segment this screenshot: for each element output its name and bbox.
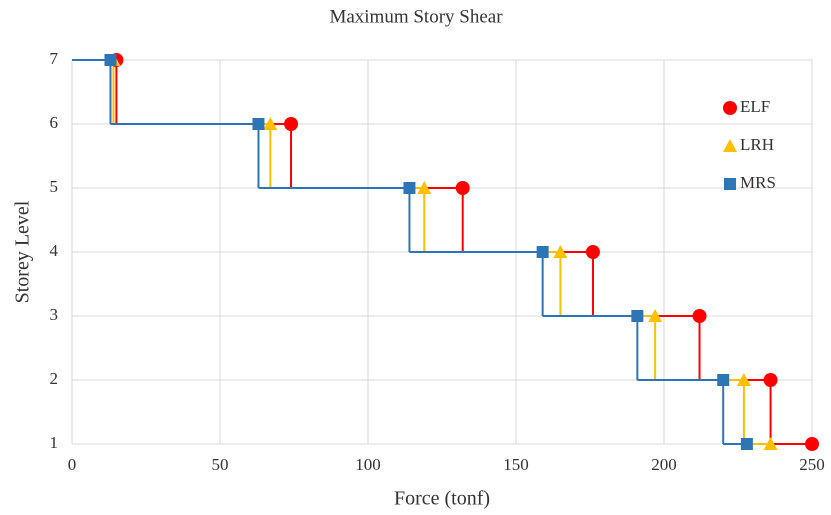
marker	[723, 139, 737, 152]
y-tick-label: 4	[50, 241, 59, 260]
marker	[104, 54, 117, 66]
y-tick-label: 2	[50, 369, 59, 388]
marker	[723, 101, 737, 115]
x-tick-label: 50	[212, 455, 229, 474]
marker	[763, 373, 778, 387]
marker	[805, 437, 819, 451]
marker	[692, 309, 707, 323]
y-axis-label: Storey Level	[12, 200, 34, 303]
marker	[585, 245, 600, 259]
marker	[763, 437, 778, 450]
marker	[284, 117, 299, 131]
marker	[724, 178, 736, 190]
y-tick-label: 3	[50, 305, 59, 324]
marker	[717, 374, 730, 386]
x-tick-label: 150	[503, 455, 529, 474]
y-tick-label: 1	[50, 433, 59, 452]
chart-title: Maximum Story Shear	[329, 6, 503, 27]
marker	[736, 373, 751, 386]
marker	[631, 310, 644, 322]
x-tick-label: 200	[651, 455, 677, 474]
x-tick-label: 250	[799, 455, 825, 474]
marker	[536, 246, 549, 258]
y-tick-label: 6	[50, 113, 59, 132]
legend-label: MRS	[740, 173, 776, 192]
x-tick-label: 0	[68, 455, 77, 474]
legend-label: ELF	[740, 97, 770, 116]
y-tick-label: 5	[50, 177, 59, 196]
marker	[252, 118, 265, 130]
marker	[553, 245, 568, 258]
marker	[648, 309, 663, 322]
marker	[740, 438, 753, 450]
x-axis-label: Force (tonf)	[394, 488, 490, 510]
marker	[403, 182, 416, 194]
marker	[417, 181, 432, 194]
y-tick-label: 7	[50, 49, 59, 68]
marker	[455, 181, 470, 195]
legend-label: LRH	[740, 135, 774, 154]
x-tick-label: 100	[355, 455, 381, 474]
marker	[263, 117, 278, 130]
